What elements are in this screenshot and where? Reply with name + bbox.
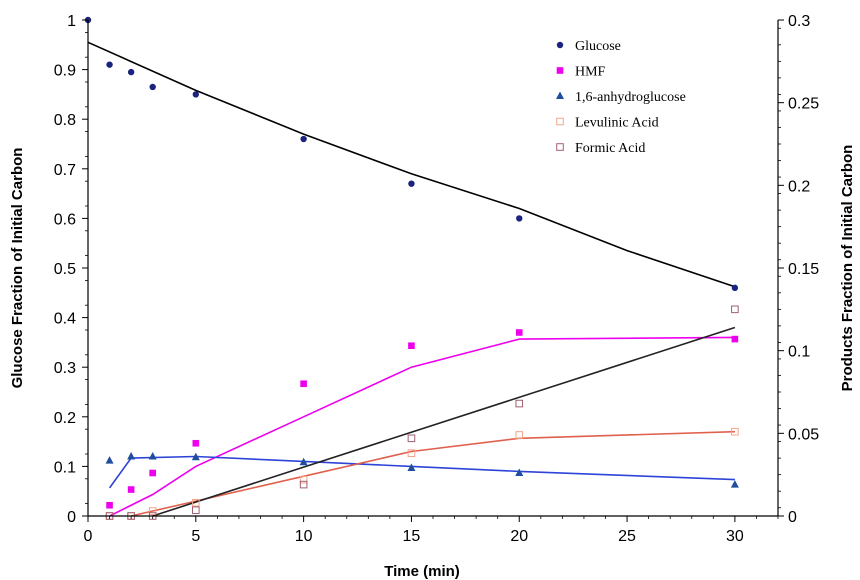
legend-marker-levulinic-acid <box>556 117 564 126</box>
y-left-tick-label: 0.4 <box>54 311 76 328</box>
data-point-formic-acid <box>515 399 524 408</box>
data-point-1-6-anhydroglucose <box>407 463 416 472</box>
data-point-hmf <box>515 329 523 336</box>
data-point-1-6-anhydroglucose <box>515 468 524 477</box>
y-right-axis-title: Products Fraction of Initial Carbon <box>839 145 856 392</box>
data-point-hmf <box>106 501 113 509</box>
y-left-tick-label: 0.9 <box>54 63 76 80</box>
data-point-formic-acid <box>731 305 739 314</box>
y-left-axis-title: Glucose Fraction of Initial Carbon <box>9 148 26 389</box>
data-point-levulinic-acid <box>407 449 416 457</box>
x-tick-label: 5 <box>191 528 200 545</box>
x-tick-label: 15 <box>403 528 421 545</box>
y-right-tick-label: 0 <box>788 509 797 526</box>
legend: Glucose HMF 1,6-anhydroglucose Levulinic Ac… <box>556 39 686 156</box>
legend-label-hmf: HMF <box>575 65 606 80</box>
legend-label-formic-acid: Formic Acid <box>575 141 645 156</box>
data-point-hmf <box>192 439 200 447</box>
data-point-glucose <box>300 135 307 143</box>
y-left-tick-label: 0 <box>67 509 76 526</box>
data-point-formic-acid <box>299 480 308 489</box>
y-right-tick-label: 0.15 <box>788 261 819 278</box>
legend-marker-hmf <box>556 67 564 74</box>
y-left-tick-label: 0.7 <box>54 162 76 179</box>
data-point-formic-acid <box>407 434 416 443</box>
y-right-tick-label: 0.25 <box>788 96 819 113</box>
axes <box>82 19 784 522</box>
data-point-formic-acid <box>192 506 200 515</box>
y-left-tick-label: 0.6 <box>54 211 76 228</box>
data-point-hmf <box>127 486 135 493</box>
y-right-tick-label: 0.1 <box>788 344 810 361</box>
fit-line-formic-acid <box>152 326 736 517</box>
data-point-glucose <box>192 91 200 98</box>
data-point-1-6-anhydroglucose <box>299 457 308 466</box>
legend-label-1-6-anhydroglucose: 1,6-anhydroglucose <box>575 90 686 105</box>
data-point-glucose <box>106 61 113 68</box>
tick-labels: 0 5 10 15 20 25 3000.10.20.30.40.50.60.70.80.9… <box>54 13 819 545</box>
y-left-tick-label: 0.2 <box>54 410 76 427</box>
x-tick-label: 10 <box>295 528 313 545</box>
legend-marker-1-6-anhydroglucose <box>556 91 564 99</box>
data-point-1-6-anhydroglucose <box>730 480 739 488</box>
data-point-levulinic-acid <box>192 498 200 507</box>
x-tick-label: 0 <box>84 528 93 545</box>
fit-line-levulinic-acid <box>130 430 735 517</box>
data-point-hmf <box>408 342 415 350</box>
y-left-tick-label: 0.5 <box>54 261 76 278</box>
fit-line-hmf <box>109 336 735 517</box>
x-tick-label: 30 <box>726 528 744 545</box>
data-point-1-6-anhydroglucose <box>191 452 200 461</box>
y-left-tick-label: 0.8 <box>54 112 76 129</box>
fit-line-glucose <box>87 41 736 288</box>
x-axis-title: Time (min) <box>384 563 460 580</box>
x-tick-label: 20 <box>510 528 528 545</box>
legend-label-levulinic-acid: Levulinic Acid <box>575 116 659 131</box>
data-point-1-6-anhydroglucose <box>148 451 157 460</box>
data-point-1-6-anhydroglucose <box>127 451 136 460</box>
y-right-tick-label: 0.2 <box>788 178 810 195</box>
data-point-hmf <box>300 380 307 388</box>
data-point-levulinic-acid <box>515 431 524 439</box>
y-right-tick-label: 0.3 <box>788 13 810 30</box>
legend-marker-glucose <box>556 41 564 49</box>
data-point-levulinic-acid <box>148 507 157 515</box>
legend-label-glucose: Glucose <box>575 39 621 54</box>
legend-marker-formic-acid <box>556 143 564 151</box>
data-point-levulinic-acid <box>299 475 308 484</box>
y-left-tick-label: 0.3 <box>54 360 76 377</box>
y-left-tick-label: 0.1 <box>54 459 76 476</box>
data-point-glucose <box>516 215 523 222</box>
x-tick-label: 25 <box>618 528 636 545</box>
data-point-hmf <box>731 335 739 343</box>
data-point-glucose <box>127 68 135 76</box>
y-left-tick-label: 1 <box>67 13 76 30</box>
data-point-glucose <box>149 83 156 91</box>
data-point-1-6-anhydroglucose <box>105 456 114 464</box>
data-point-glucose <box>408 180 415 187</box>
data-point-hmf <box>149 469 156 477</box>
data-point-levulinic-acid <box>731 427 739 436</box>
y-right-tick-label: 0.05 <box>788 426 819 443</box>
data-point-glucose <box>731 284 739 292</box>
